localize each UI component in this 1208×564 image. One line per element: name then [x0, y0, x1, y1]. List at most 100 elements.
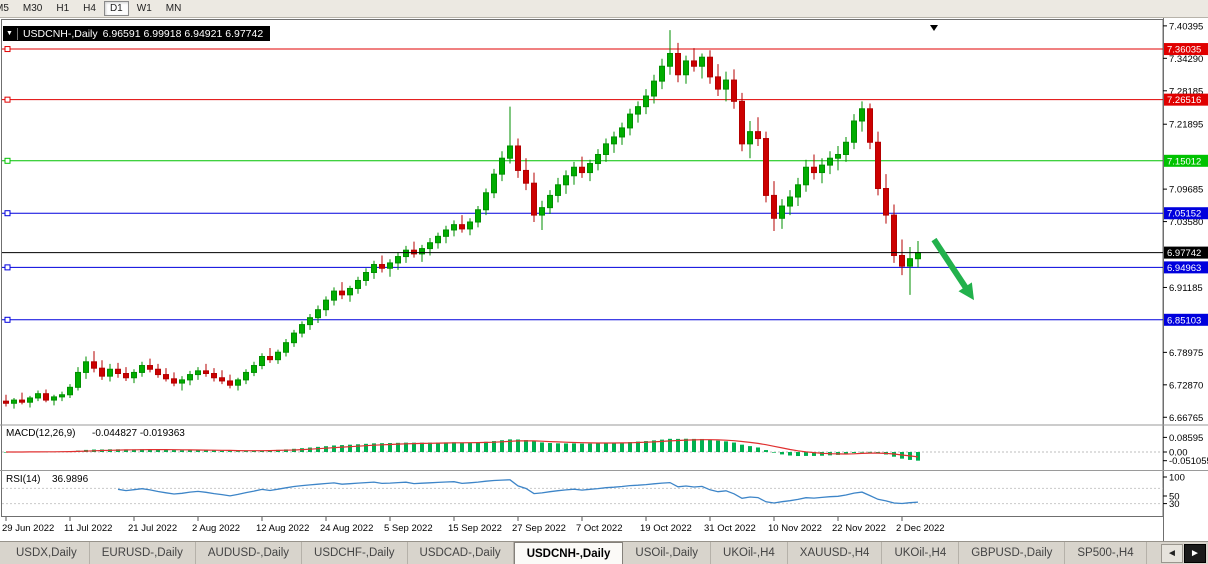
candle — [587, 163, 593, 174]
macd-histogram-bar — [380, 443, 384, 452]
tab-scroll-left-button[interactable]: ◄ — [1161, 543, 1183, 563]
timeframe-button-mn[interactable]: MN — [160, 1, 188, 16]
price-badge-label: 7.15012 — [1167, 156, 1201, 167]
rsi-axis-label: 50 — [1169, 492, 1180, 503]
macd-histogram-bar — [228, 451, 232, 452]
macd-histogram-bar — [124, 449, 128, 452]
candle — [283, 342, 289, 353]
candle — [731, 79, 737, 102]
rsi-indicator-label: RSI(14) — [6, 474, 40, 485]
chart-tab-eurusddaily[interactable]: EURUSD-,Daily — [90, 542, 196, 564]
candle — [579, 166, 585, 174]
trend-arrow-shaft[interactable] — [931, 237, 970, 292]
candle — [571, 166, 577, 177]
candle — [515, 145, 521, 171]
candle — [723, 79, 729, 90]
timeframe-button-d1[interactable]: D1 — [103, 1, 129, 16]
candle — [651, 80, 657, 97]
candle — [499, 157, 505, 175]
chart-tab-ukoilh4[interactable]: UKOil-,H4 — [882, 542, 960, 564]
macd-signal-line — [6, 439, 919, 458]
candle — [619, 127, 625, 138]
line-anchor-handle[interactable] — [4, 210, 11, 217]
candle — [763, 138, 769, 196]
price-badge-label: 7.05152 — [1167, 209, 1201, 220]
rsi-line — [117, 479, 919, 505]
price-axis-label: 6.66765 — [1169, 413, 1203, 424]
macd-histogram-bar — [420, 442, 424, 452]
macd-histogram-bar — [636, 441, 640, 452]
chart-tab-gbpusddaily[interactable]: GBPUSD-,Daily — [959, 542, 1066, 564]
macd-histogram-bar — [620, 442, 624, 452]
macd-histogram-bar — [212, 450, 216, 452]
chart-tab-usdxdaily[interactable]: USDX,Daily — [4, 542, 90, 564]
price-axis-label: 6.91185 — [1169, 283, 1203, 294]
chart-tab-usoildaily[interactable]: USOil-,Daily — [623, 542, 712, 564]
macd-histogram-bar — [708, 439, 712, 452]
candle — [595, 153, 601, 165]
candle — [211, 373, 217, 379]
date-label: 31 Oct 2022 — [704, 523, 756, 534]
macd-histogram-bar — [204, 450, 208, 452]
timeframe-button-m5[interactable]: M5 — [0, 1, 15, 16]
chart-shift-marker-icon[interactable] — [930, 25, 938, 31]
macd-histogram-bar — [348, 444, 352, 452]
line-anchor-handle[interactable] — [4, 96, 11, 103]
candle — [83, 361, 89, 373]
price-badge-label: 7.26516 — [1167, 95, 1201, 106]
macd-histogram-bar — [524, 440, 528, 452]
candle — [339, 290, 345, 296]
chart-tab-audusddaily[interactable]: AUDUSD-,Daily — [196, 542, 303, 564]
chart-tab-xauusdh4[interactable]: XAUUSD-,H4 — [788, 542, 883, 564]
macd-histogram-bar — [612, 442, 616, 452]
macd-histogram-bar — [140, 449, 144, 452]
line-anchor-handle[interactable] — [4, 46, 11, 53]
price-badge-label: 6.85103 — [1167, 315, 1201, 326]
candle — [539, 207, 545, 216]
candle — [307, 317, 313, 326]
line-anchor-handle[interactable] — [4, 157, 11, 164]
timeframe-button-w1[interactable]: W1 — [131, 1, 158, 16]
chart-title[interactable]: ▼ USDCNH-,Daily 6.96591 6.99918 6.94921 … — [3, 26, 271, 41]
line-anchor-handle[interactable] — [4, 264, 11, 271]
macd-histogram-bar — [684, 438, 688, 452]
candle — [667, 52, 673, 67]
timeframe-button-h1[interactable]: H1 — [50, 1, 75, 16]
macd-histogram-bar — [388, 443, 392, 452]
trend-arrow-head[interactable] — [958, 282, 974, 301]
candle — [491, 173, 497, 194]
candle — [659, 65, 665, 82]
chart-area[interactable]: 7.40395 7.34290 7.28185 7.21895 7.09685 7.035… — [0, 18, 1208, 541]
macd-histogram-bar — [396, 442, 400, 452]
price-axis-label: 7.21895 — [1169, 120, 1203, 131]
candle — [347, 287, 353, 296]
macd-histogram-bar — [460, 442, 464, 452]
price-badge — [1164, 93, 1208, 106]
chart-tab-usdchfdaily[interactable]: USDCHF-,Daily — [302, 542, 408, 564]
candle — [707, 56, 713, 78]
candle — [51, 396, 57, 401]
candle — [467, 221, 473, 230]
candle — [867, 108, 873, 143]
date-label: 19 Oct 2022 — [640, 523, 692, 534]
candle — [443, 229, 449, 237]
line-anchor-handle[interactable] — [4, 316, 11, 323]
candle — [611, 136, 617, 145]
macd-histogram-bar — [164, 449, 168, 452]
chart-tab-usdcnhdaily[interactable]: USDCNH-,Daily — [513, 542, 624, 564]
chart-tab-usdcaddaily[interactable]: USDCAD-,Daily — [408, 542, 514, 564]
candle — [123, 373, 129, 379]
macd-histogram-bar — [444, 442, 448, 452]
macd-histogram-bar — [868, 451, 872, 453]
timeframe-button-m30[interactable]: M30 — [17, 1, 48, 16]
price-axis-label: 7.28185 — [1169, 86, 1203, 97]
date-label: 5 Sep 2022 — [384, 523, 433, 534]
chart-tab-sp500h4[interactable]: SP500-,H4 — [1065, 542, 1147, 564]
candle — [3, 400, 9, 404]
timeframe-button-h4[interactable]: H4 — [77, 1, 102, 16]
macd-histogram-bar — [676, 438, 680, 452]
tab-scroll-right-button[interactable]: ► — [1184, 543, 1206, 563]
chart-tab-ukoilh4[interactable]: UKOil-,H4 — [711, 542, 788, 564]
candle — [147, 365, 153, 370]
candle — [835, 153, 841, 159]
